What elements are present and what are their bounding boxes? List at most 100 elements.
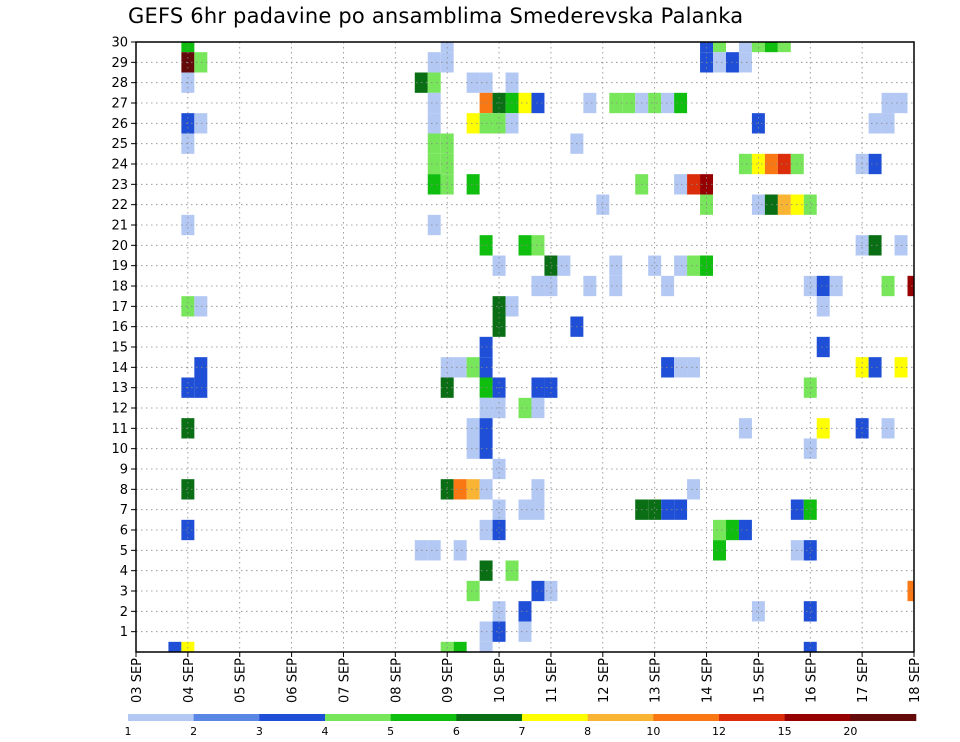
heatmap-cell	[531, 580, 545, 602]
heatmap-cell	[194, 357, 208, 378]
heatmap-cell	[674, 357, 688, 378]
legend-label: 10	[646, 725, 660, 738]
heatmap-cell	[583, 92, 597, 114]
heatmap-cell	[466, 479, 480, 500]
heatmap-cell	[544, 275, 558, 297]
heatmap-cell	[687, 479, 701, 500]
heatmap-cell	[466, 580, 480, 602]
heatmap-cell	[479, 641, 493, 652]
heatmap-cell	[518, 235, 532, 256]
heatmap-cell	[661, 92, 675, 114]
x-tick-label: 17 SEP	[856, 658, 871, 703]
x-tick-label: 13 SEP	[649, 658, 664, 703]
heatmap-cell	[738, 153, 752, 175]
legend-label: 4	[322, 725, 329, 738]
legend: 1 2 3 4 5 6 7 8 10 12 15 20	[125, 714, 917, 738]
heatmap-cell	[557, 255, 571, 276]
heatmap-cell	[764, 42, 778, 53]
x-tick-label: 06 SEP	[286, 658, 301, 703]
x-tick-label: 04 SEP	[182, 658, 197, 703]
legend-swatch	[259, 714, 326, 721]
heatmap-cell	[531, 235, 545, 256]
heatmap-cell	[816, 296, 830, 317]
heatmap-cell	[868, 235, 882, 256]
heatmap-cell	[738, 519, 752, 541]
y-axis: 1234567891011121314151617181920212223242…	[111, 36, 136, 640]
heatmap-cell	[518, 92, 532, 114]
y-tick-label: 13	[111, 381, 128, 396]
heatmap-cell	[518, 621, 532, 642]
legend-label: 20	[843, 725, 857, 738]
heatmap-cell	[453, 479, 467, 500]
chart-title: GEFS 6hr padavine po ansamblima Smederev…	[128, 4, 744, 28]
y-tick-label: 27	[111, 97, 128, 112]
legend-label: 5	[387, 725, 394, 738]
legend-swatch	[653, 714, 720, 721]
heatmap-cell	[907, 580, 914, 602]
heatmap-cell	[803, 275, 817, 297]
legend-swatch	[128, 714, 194, 721]
heatmap-cell	[751, 601, 765, 622]
y-tick-label: 20	[111, 239, 128, 254]
heatmap-cell	[738, 52, 752, 73]
heatmap-cell	[492, 601, 506, 622]
heatmap-cell	[531, 92, 545, 114]
heatmap-cell	[194, 113, 208, 134]
heatmap-cell	[661, 275, 675, 297]
heatmap-cell	[803, 499, 817, 520]
legend-swatch	[784, 714, 851, 721]
heatmap-cell	[492, 519, 506, 541]
heatmap-cell	[868, 357, 882, 378]
y-tick-label: 26	[111, 117, 128, 132]
y-tick-label: 22	[111, 198, 128, 213]
x-tick-label: 12 SEP	[597, 658, 612, 703]
heatmap-cell	[466, 174, 480, 195]
heatmap-cell	[518, 499, 532, 520]
y-tick-label: 23	[111, 178, 128, 193]
x-tick-label: 14 SEP	[701, 658, 716, 703]
heatmap-cell	[687, 357, 701, 378]
heatmap-cell	[738, 418, 752, 439]
heatmap-cell	[583, 275, 597, 297]
heatmap-cell	[427, 540, 441, 561]
y-tick-label: 9	[120, 463, 128, 478]
x-tick-label: 10 SEP	[493, 658, 508, 703]
legend-label: 12	[712, 725, 726, 738]
heatmap-cell	[648, 255, 662, 276]
y-tick-label: 3	[120, 585, 128, 600]
heatmap-cell	[181, 641, 195, 652]
y-tick-label: 24	[111, 158, 128, 173]
heatmap-cell	[466, 357, 480, 378]
x-axis: 03 SEP 04 SEP 05 SEP 06 SEP 07 SEP 08 SEP 09 S…	[130, 652, 923, 703]
heatmap-cell	[466, 418, 480, 439]
grid-layer	[136, 41, 914, 652]
heatmap-cell	[881, 92, 895, 114]
y-tick-label: 14	[111, 361, 128, 376]
heatmap-cell	[622, 92, 636, 114]
heatmap-cell	[427, 174, 441, 195]
legend-swatch	[522, 714, 588, 721]
heatmap-cell	[194, 52, 208, 73]
y-tick-label: 12	[111, 402, 128, 417]
heatmap-cell	[531, 275, 545, 297]
y-tick-label: 7	[120, 503, 128, 518]
heatmap-cell	[492, 499, 506, 520]
heatmap-cell	[803, 438, 817, 459]
y-tick-label: 1	[120, 625, 128, 640]
heatmap-cell	[466, 113, 480, 134]
x-tick-label: 18 SEP	[908, 658, 923, 703]
x-tick-label: 15 SEP	[752, 658, 767, 703]
heatmap-cell	[596, 194, 610, 215]
heatmap-cell	[492, 296, 506, 317]
heatmap-cell	[427, 72, 441, 93]
legend-label: 1	[125, 725, 132, 738]
heatmap-cell	[751, 194, 765, 215]
legend-swatch	[587, 714, 654, 721]
heatmap-cell	[661, 499, 675, 520]
x-tick-label: 03 SEP	[130, 658, 145, 703]
y-tick-label: 2	[120, 605, 128, 620]
y-tick-label: 28	[111, 76, 128, 91]
x-tick-label: 07 SEP	[337, 658, 352, 703]
x-tick-label: 09 SEP	[441, 658, 456, 703]
heatmap-cell	[168, 641, 182, 652]
